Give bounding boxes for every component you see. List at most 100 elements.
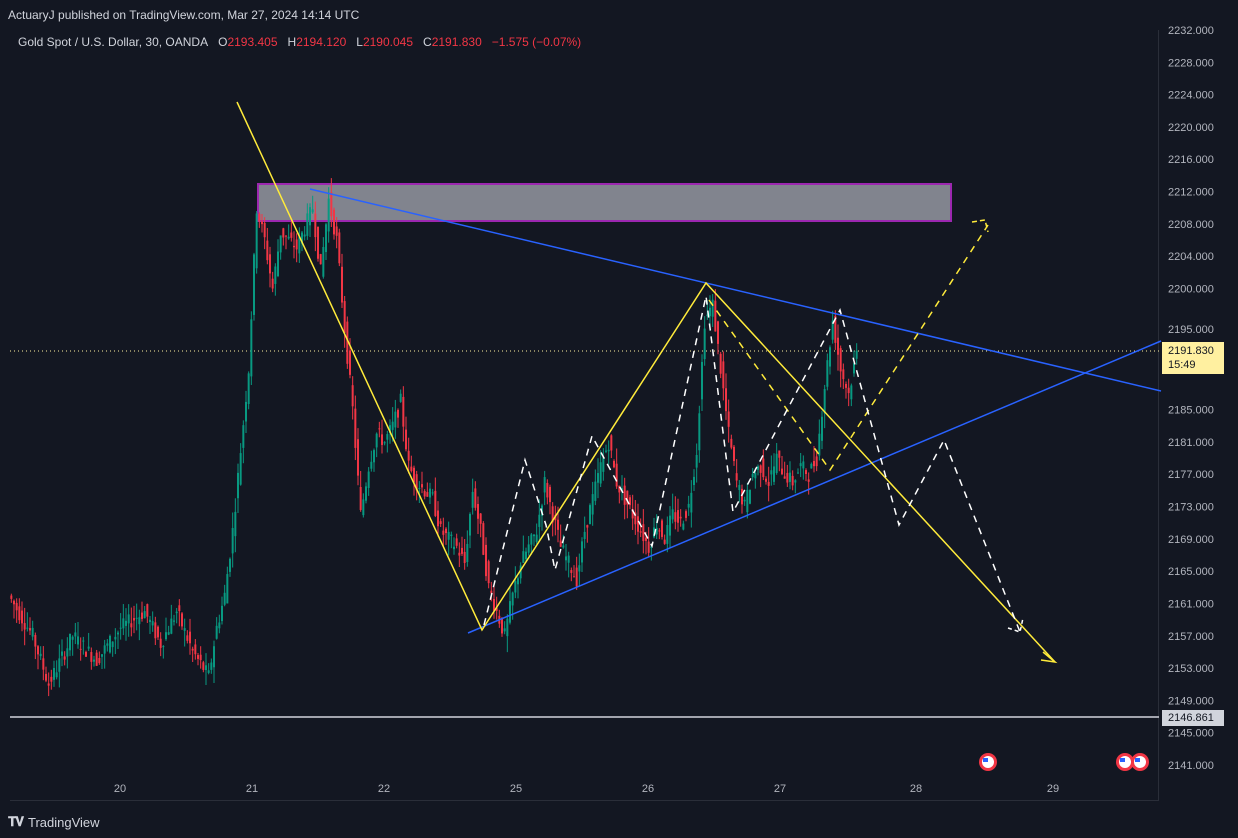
candle-body bbox=[157, 626, 159, 638]
candle-body bbox=[663, 539, 666, 544]
candle-body bbox=[175, 611, 178, 614]
candle-body bbox=[551, 506, 554, 523]
candle-body bbox=[845, 384, 847, 388]
candle-body bbox=[21, 610, 23, 624]
candle-body bbox=[407, 450, 410, 461]
candle-body bbox=[71, 636, 74, 640]
candle-body bbox=[146, 604, 149, 617]
candle-body bbox=[415, 474, 418, 491]
candle-body bbox=[626, 490, 629, 505]
candle-body bbox=[61, 651, 63, 656]
candle-body bbox=[631, 509, 634, 519]
plot-area[interactable] bbox=[10, 30, 1159, 801]
tradingview-logo-icon: 𝐓𝐕 bbox=[8, 814, 24, 829]
candle-body bbox=[794, 480, 797, 483]
candle-body bbox=[661, 520, 663, 537]
candle-body bbox=[538, 514, 541, 527]
candle-body bbox=[90, 652, 93, 662]
candle-body bbox=[447, 531, 450, 540]
symbol-legend[interactable]: Gold Spot / U.S. Dollar, 30, OANDA O2193… bbox=[18, 35, 581, 49]
y-tick-label: 2181.000 bbox=[1168, 437, 1214, 449]
candle-body bbox=[615, 463, 618, 487]
candle-body bbox=[306, 213, 309, 236]
candle-body bbox=[293, 245, 295, 248]
candle-body bbox=[671, 509, 674, 520]
candle-body bbox=[549, 486, 551, 503]
candle-body bbox=[282, 228, 285, 238]
candle-body bbox=[461, 547, 463, 554]
symbol-name: Gold Spot / U.S. Dollar, 30, OANDA bbox=[18, 35, 209, 49]
candle-body bbox=[389, 425, 391, 434]
candle-body bbox=[725, 388, 727, 412]
candle-body bbox=[39, 653, 42, 657]
candle-body bbox=[602, 456, 605, 472]
candle-body bbox=[215, 625, 218, 639]
candle-body bbox=[445, 528, 447, 534]
white-dashed-path bbox=[483, 295, 1021, 633]
candle-body bbox=[431, 492, 434, 494]
candle-body bbox=[125, 620, 127, 626]
candle-body bbox=[573, 576, 575, 578]
x-tick-label: 21 bbox=[246, 783, 258, 795]
candle-body bbox=[218, 622, 221, 629]
y-tick-label: 2177.000 bbox=[1168, 469, 1214, 481]
candle-body bbox=[165, 632, 167, 640]
candle-body bbox=[653, 527, 655, 538]
candle-body bbox=[762, 458, 765, 478]
candle-body bbox=[610, 435, 613, 451]
yellow-dashed-arrow-head bbox=[971, 219, 989, 233]
high-label: H bbox=[287, 35, 297, 49]
candle-body bbox=[66, 648, 69, 657]
candle-body bbox=[130, 623, 133, 628]
candle-body bbox=[42, 658, 45, 670]
candle-body bbox=[181, 613, 183, 627]
candle-body bbox=[341, 266, 343, 303]
candle-body bbox=[234, 511, 237, 537]
candle-body bbox=[594, 481, 597, 501]
candle-body bbox=[23, 623, 26, 630]
candle-body bbox=[714, 300, 717, 332]
candle-body bbox=[557, 519, 559, 530]
chart-header: ActuaryJ published on TradingView.com, M… bbox=[0, 0, 1238, 30]
candle-body bbox=[810, 463, 813, 469]
candle-body bbox=[114, 636, 117, 640]
candle-body bbox=[178, 605, 181, 612]
candle-body bbox=[375, 433, 378, 448]
candle-body bbox=[493, 598, 495, 611]
candle-body bbox=[37, 646, 39, 655]
candle-body bbox=[466, 543, 469, 563]
candle-body bbox=[495, 607, 498, 611]
close-label: C bbox=[423, 35, 432, 49]
open-value: 2193.405 bbox=[227, 35, 278, 49]
candle-body bbox=[511, 592, 514, 606]
candle-body bbox=[605, 450, 607, 452]
candle-body bbox=[386, 434, 389, 440]
candle-body bbox=[183, 628, 186, 631]
candle-body bbox=[122, 618, 125, 629]
y-tick-label: 2204.000 bbox=[1168, 251, 1214, 263]
candle-body bbox=[791, 475, 794, 486]
candle-body bbox=[298, 236, 301, 254]
candle-body bbox=[239, 453, 242, 485]
candle-body bbox=[322, 247, 325, 277]
candle-body bbox=[458, 552, 461, 556]
candle-body bbox=[517, 578, 519, 585]
candle-body bbox=[333, 209, 335, 235]
candle-body bbox=[359, 486, 362, 510]
candle-body bbox=[143, 611, 146, 619]
tradingview-footer[interactable]: 𝐓𝐕 TradingView bbox=[8, 814, 100, 830]
candle-body bbox=[151, 621, 154, 626]
candle-body bbox=[815, 456, 818, 467]
y-tick-label: 2212.000 bbox=[1168, 187, 1214, 199]
candle-body bbox=[773, 466, 775, 482]
candle-body bbox=[330, 192, 333, 217]
candle-body bbox=[381, 434, 383, 445]
candle-body bbox=[485, 544, 487, 577]
candle-body bbox=[634, 512, 637, 525]
y-tick-label: 2224.000 bbox=[1168, 90, 1214, 102]
candle-body bbox=[223, 592, 226, 605]
candle-body bbox=[279, 235, 282, 253]
candle-body bbox=[514, 581, 517, 593]
candle-body bbox=[266, 240, 269, 261]
